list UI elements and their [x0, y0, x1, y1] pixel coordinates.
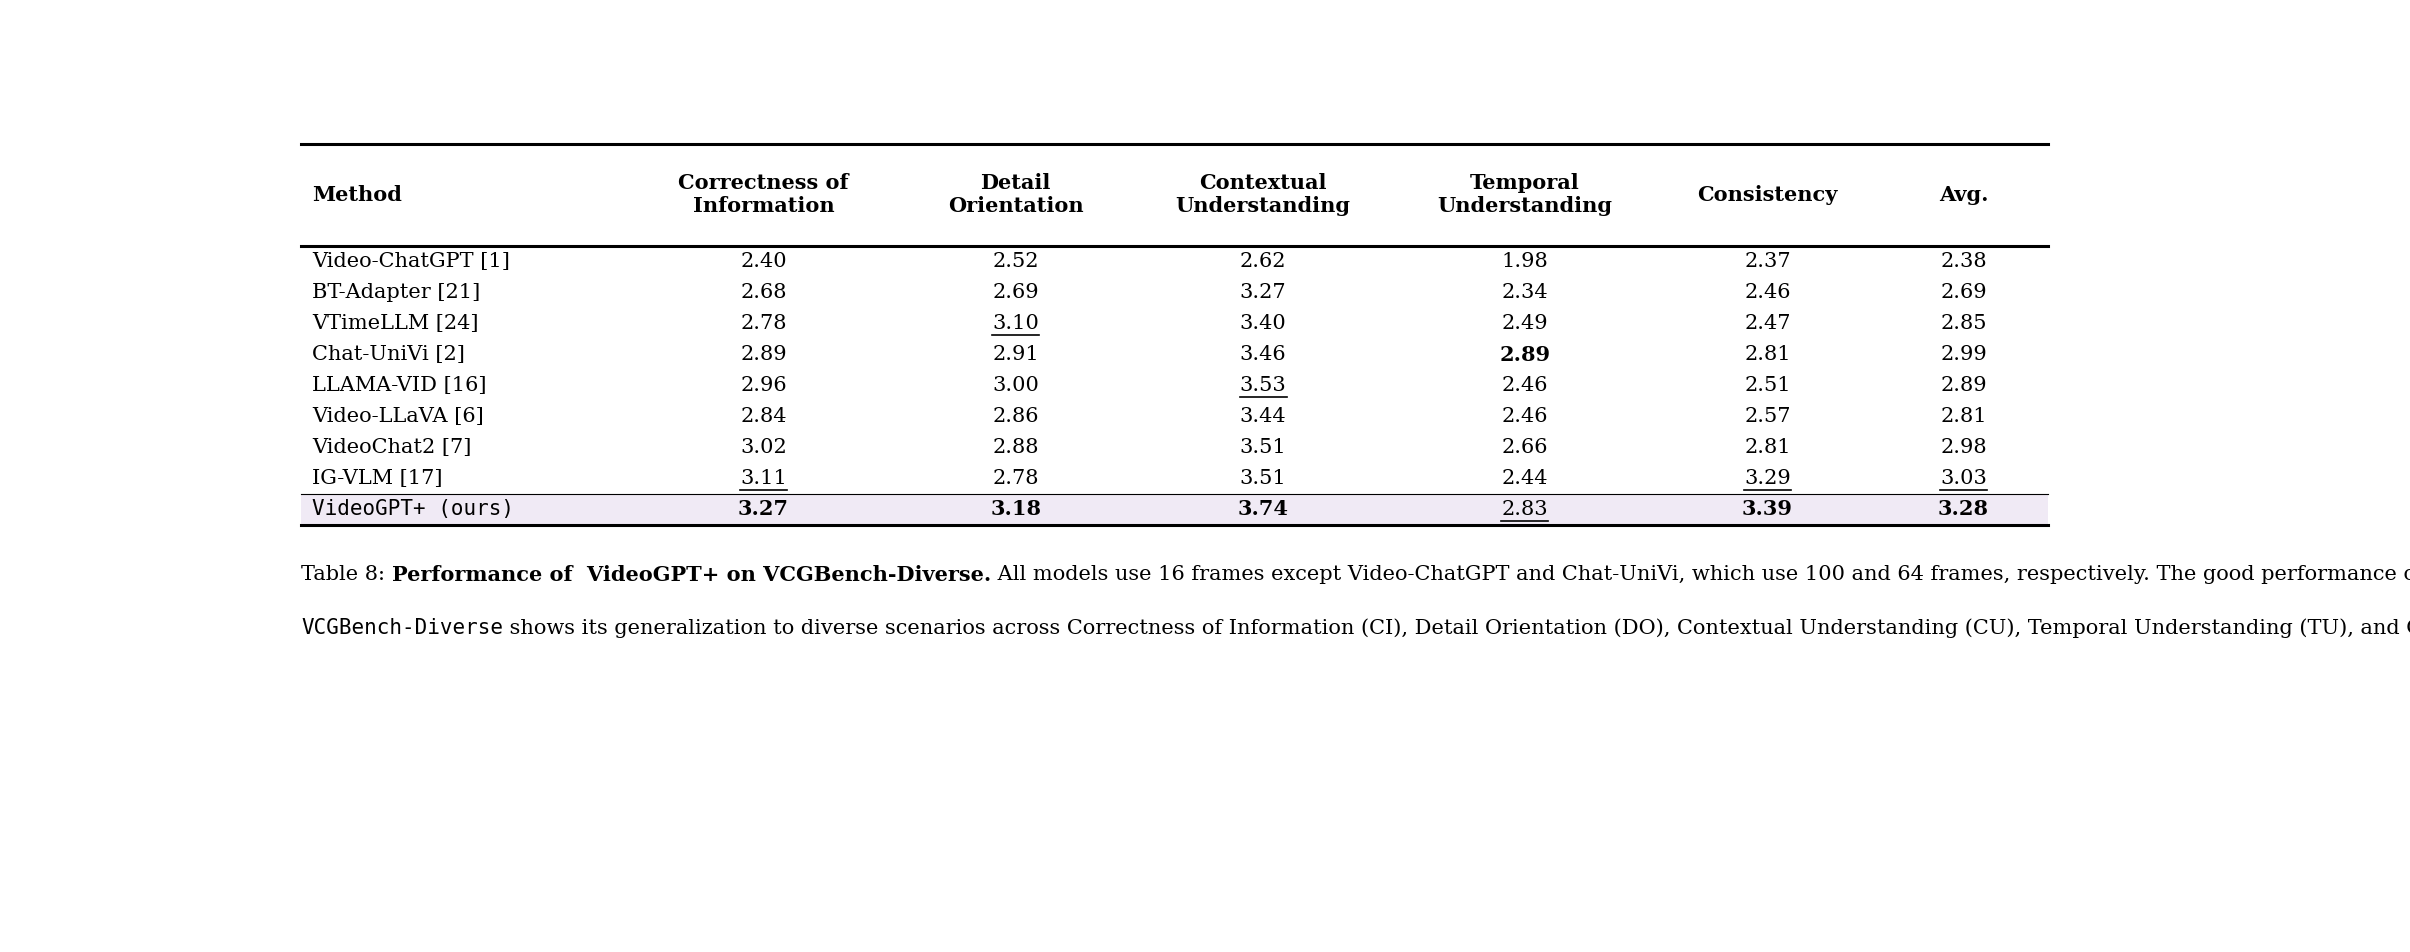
Text: 3.27: 3.27: [737, 499, 788, 519]
Bar: [301, 494, 2048, 525]
Text: 2.68: 2.68: [740, 283, 786, 302]
Text: 2.46: 2.46: [1501, 376, 1547, 395]
Text: Video-ChatGPT [1]: Video-ChatGPT [1]: [313, 252, 511, 271]
Text: 2.89: 2.89: [1499, 345, 1550, 365]
Text: 2.89: 2.89: [1940, 376, 1986, 395]
Text: 3.02: 3.02: [740, 438, 788, 457]
Text: 2.86: 2.86: [993, 407, 1039, 426]
Text: 2.78: 2.78: [993, 468, 1039, 487]
Text: 3.51: 3.51: [1239, 438, 1287, 457]
Text: LLAMA-VID [16]: LLAMA-VID [16]: [313, 376, 487, 395]
Text: 2.81: 2.81: [1745, 345, 1791, 364]
Text: Performance of  VideoGPT+ on VCGBench-Diverse.: Performance of VideoGPT+ on VCGBench-Div…: [393, 565, 991, 585]
Text: 3.29: 3.29: [1745, 468, 1791, 487]
Text: 3.74: 3.74: [1239, 499, 1289, 519]
Text: 3.40: 3.40: [1239, 314, 1287, 333]
Text: 2.38: 2.38: [1940, 252, 1986, 271]
Text: VTimeLLM [24]: VTimeLLM [24]: [313, 314, 480, 333]
Text: Avg.: Avg.: [1938, 185, 1988, 205]
Text: 3.10: 3.10: [993, 314, 1039, 333]
Text: 2.98: 2.98: [1940, 438, 1986, 457]
Text: 2.88: 2.88: [993, 438, 1039, 457]
Text: 2.40: 2.40: [740, 252, 786, 271]
Text: Correctness of
Information: Correctness of Information: [677, 173, 848, 216]
Text: Detail
Orientation: Detail Orientation: [947, 173, 1084, 216]
Text: Video-LLaVA [6]: Video-LLaVA [6]: [313, 407, 484, 426]
Text: Contextual
Understanding: Contextual Understanding: [1176, 173, 1350, 216]
Text: Temporal
Understanding: Temporal Understanding: [1436, 173, 1612, 216]
Text: 2.46: 2.46: [1745, 283, 1791, 302]
Text: VideoChat2 [7]: VideoChat2 [7]: [313, 438, 472, 457]
Text: Chat-UniVi [2]: Chat-UniVi [2]: [313, 345, 465, 364]
Text: Consistency: Consistency: [1697, 185, 1836, 205]
Text: 2.49: 2.49: [1501, 314, 1547, 333]
Text: 2.51: 2.51: [1745, 376, 1791, 395]
Text: IG-VLM [17]: IG-VLM [17]: [313, 468, 443, 487]
Text: 2.66: 2.66: [1501, 438, 1547, 457]
Text: 2.83: 2.83: [1501, 500, 1547, 519]
Text: 3.27: 3.27: [1239, 283, 1287, 302]
Text: All models use 16 frames except Video-ChatGPT and Chat-UniVi, which use 100 and : All models use 16 frames except Video-Ch…: [991, 565, 2410, 585]
Text: 3.03: 3.03: [1940, 468, 1986, 487]
Text: 2.96: 2.96: [740, 376, 786, 395]
Text: Table 8:: Table 8:: [301, 565, 393, 585]
Text: 3.46: 3.46: [1239, 345, 1287, 364]
Text: 3.18: 3.18: [991, 499, 1041, 519]
Text: 2.69: 2.69: [993, 283, 1039, 302]
Text: 3.11: 3.11: [740, 468, 788, 487]
Text: 2.85: 2.85: [1940, 314, 1986, 333]
Text: 2.47: 2.47: [1745, 314, 1791, 333]
Text: 2.34: 2.34: [1501, 283, 1547, 302]
Text: Method: Method: [313, 185, 402, 205]
Text: 3.39: 3.39: [1742, 499, 1793, 519]
Text: 3.28: 3.28: [1938, 499, 1988, 519]
Text: 2.44: 2.44: [1501, 468, 1547, 487]
Text: 2.81: 2.81: [1940, 407, 1986, 426]
Text: 3.51: 3.51: [1239, 468, 1287, 487]
Text: 2.99: 2.99: [1940, 345, 1986, 364]
Text: 2.89: 2.89: [740, 345, 786, 364]
Text: 2.37: 2.37: [1745, 252, 1791, 271]
Text: 3.00: 3.00: [993, 376, 1039, 395]
Text: BT-Adapter [21]: BT-Adapter [21]: [313, 283, 480, 302]
Text: VCGBench-Diverse: VCGBench-Diverse: [301, 618, 504, 638]
Text: 2.46: 2.46: [1501, 407, 1547, 426]
Text: 2.91: 2.91: [993, 345, 1039, 364]
Text: 2.69: 2.69: [1940, 283, 1986, 302]
Text: shows its generalization to diverse scenarios across Correctness of Information : shows its generalization to diverse scen…: [504, 618, 2410, 638]
Text: 1.98: 1.98: [1501, 252, 1547, 271]
Text: 2.57: 2.57: [1745, 407, 1791, 426]
Text: 2.81: 2.81: [1745, 438, 1791, 457]
Text: VideoGPT+ (ours): VideoGPT+ (ours): [313, 499, 513, 519]
Text: 3.44: 3.44: [1239, 407, 1287, 426]
Text: 3.53: 3.53: [1239, 376, 1287, 395]
Text: 2.52: 2.52: [993, 252, 1039, 271]
Text: 2.84: 2.84: [740, 407, 786, 426]
Text: 2.78: 2.78: [740, 314, 786, 333]
Text: 2.62: 2.62: [1239, 252, 1287, 271]
